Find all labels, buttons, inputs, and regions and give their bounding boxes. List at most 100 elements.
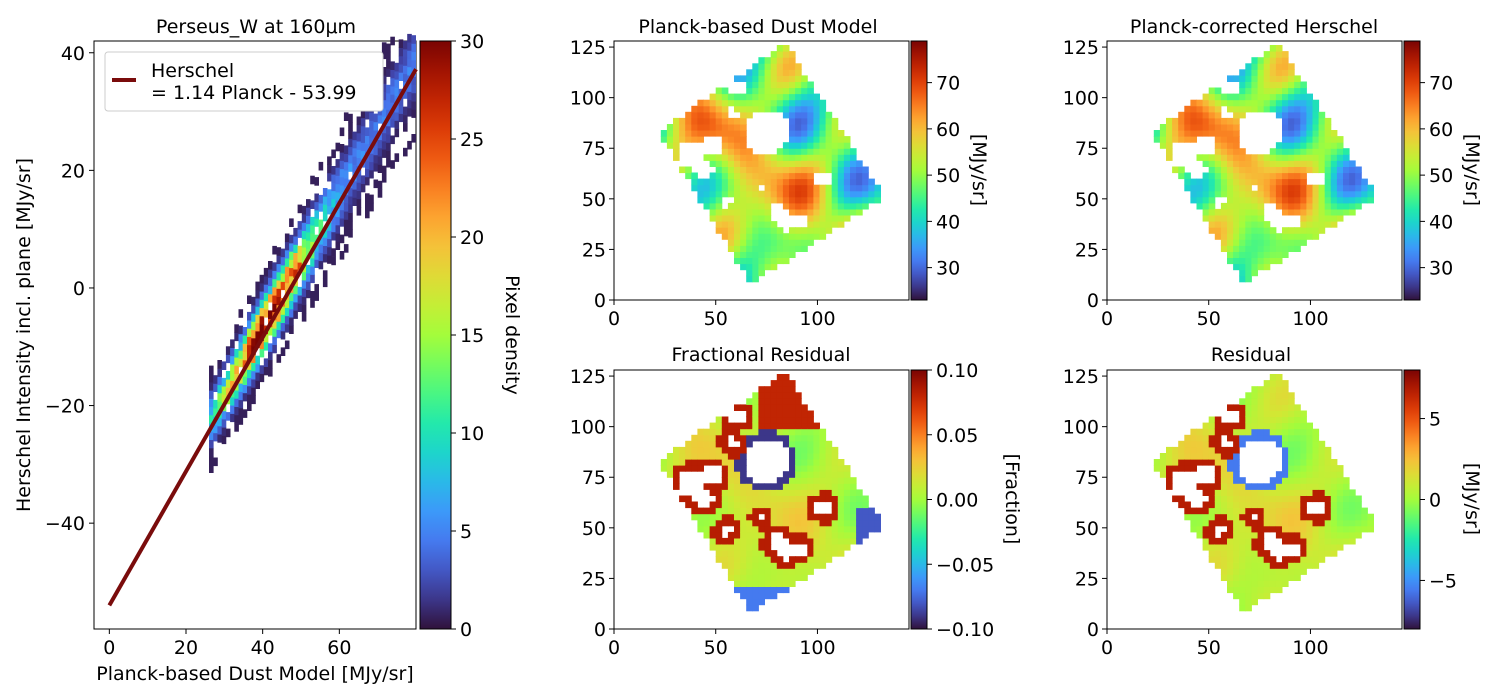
map-pixel (807, 142, 814, 149)
map-pixel (1275, 398, 1283, 405)
map-pixel (801, 477, 808, 484)
map-pixel (679, 446, 686, 454)
map-pixel (1294, 495, 1301, 503)
hist-bin (263, 292, 269, 302)
map-pixel (673, 483, 680, 490)
hist-bin (335, 241, 341, 250)
map-pixel (758, 398, 765, 405)
map-pixel (734, 465, 741, 472)
map-pixel (1196, 513, 1204, 521)
hist-bin (234, 423, 239, 432)
map-pixel (856, 190, 863, 198)
y-tick-label: 0 (594, 290, 606, 312)
map-pixel (1361, 184, 1368, 192)
map-pixel (1214, 148, 1222, 155)
map-pixel (819, 483, 827, 490)
hist-bin (297, 245, 303, 255)
model-axes-frame (613, 40, 910, 301)
map-pixel (1251, 422, 1258, 430)
hist-bin (284, 266, 290, 275)
map-pixel (782, 63, 790, 70)
hist-bin (263, 276, 269, 285)
map-pixel (746, 190, 753, 198)
map-pixel (789, 495, 796, 503)
map-pixel (1269, 245, 1277, 252)
map-pixel (1282, 525, 1289, 533)
map-pixel (1251, 105, 1258, 113)
map-pixel (1220, 562, 1228, 569)
map-pixel (734, 105, 741, 113)
map-pixel (1282, 562, 1289, 569)
map-pixel (1172, 124, 1179, 131)
map-pixel (1263, 99, 1271, 107)
map-pixel (1214, 124, 1222, 131)
map-pixel (1300, 471, 1307, 478)
y-tick-label: 75 (582, 138, 606, 160)
map-pixel (1312, 440, 1320, 448)
map-pixel (697, 184, 704, 192)
map-pixel (801, 562, 808, 569)
hist-bin (306, 199, 311, 208)
map-pixel (1202, 178, 1210, 186)
map-pixel (1269, 257, 1277, 265)
hist-bin (272, 295, 277, 304)
map-pixel (1245, 196, 1252, 204)
hist-bin (234, 365, 239, 374)
map-pixel (801, 239, 808, 246)
map-pixel (740, 221, 747, 228)
hist-bin (310, 175, 315, 185)
map-pixel (734, 221, 741, 228)
map-pixel (715, 215, 723, 222)
map-pixel (764, 550, 772, 557)
map-pixel (807, 422, 814, 430)
map-pixel (1282, 537, 1289, 545)
map-pixel (1166, 148, 1173, 155)
map-pixel (1257, 172, 1265, 180)
hist-bin (276, 263, 282, 273)
map-pixel (758, 227, 765, 234)
map-pixel (801, 416, 808, 424)
map-pixel (746, 75, 753, 82)
map-pixel (715, 453, 723, 460)
hist-bin (247, 394, 252, 403)
map-pixel (703, 446, 711, 454)
map-pixel (770, 69, 778, 76)
map-pixel (1269, 495, 1277, 503)
map-pixel (746, 410, 753, 418)
hist-bin (407, 140, 412, 150)
map-pixel (721, 99, 729, 107)
hist-bin (276, 296, 282, 306)
map-pixel (1318, 208, 1326, 216)
map-pixel (1251, 483, 1258, 490)
hist-bin (238, 416, 244, 425)
hist-bin (242, 343, 248, 352)
map-pixel (1159, 453, 1167, 460)
map-pixel (697, 190, 704, 198)
map-pixel (807, 550, 814, 557)
map-pixel (1269, 507, 1277, 515)
map-pixel (1233, 208, 1240, 216)
map-pixel (1275, 580, 1283, 587)
hist-bin (225, 371, 231, 380)
map-pixel (1306, 422, 1313, 430)
x-tick-label: 100 (1292, 637, 1328, 659)
map-pixel (1275, 428, 1283, 436)
map-pixel (1288, 227, 1295, 234)
map-pixel (691, 453, 698, 460)
map-pixel (1300, 416, 1307, 424)
hist-bin (377, 147, 383, 157)
hist-bin (259, 299, 265, 309)
map-pixel (758, 245, 765, 252)
map-pixel (1269, 477, 1277, 484)
map-pixel (850, 477, 857, 484)
map-pixel (727, 160, 735, 167)
map-pixel (746, 263, 753, 271)
map-pixel (697, 513, 704, 521)
map-pixel (1233, 257, 1240, 265)
map-pixel (1202, 196, 1210, 204)
map-pixel (715, 519, 723, 527)
map-pixel (727, 124, 735, 131)
map-pixel (1269, 422, 1277, 430)
hist-bin (276, 271, 282, 281)
map-pixel (1233, 142, 1240, 149)
